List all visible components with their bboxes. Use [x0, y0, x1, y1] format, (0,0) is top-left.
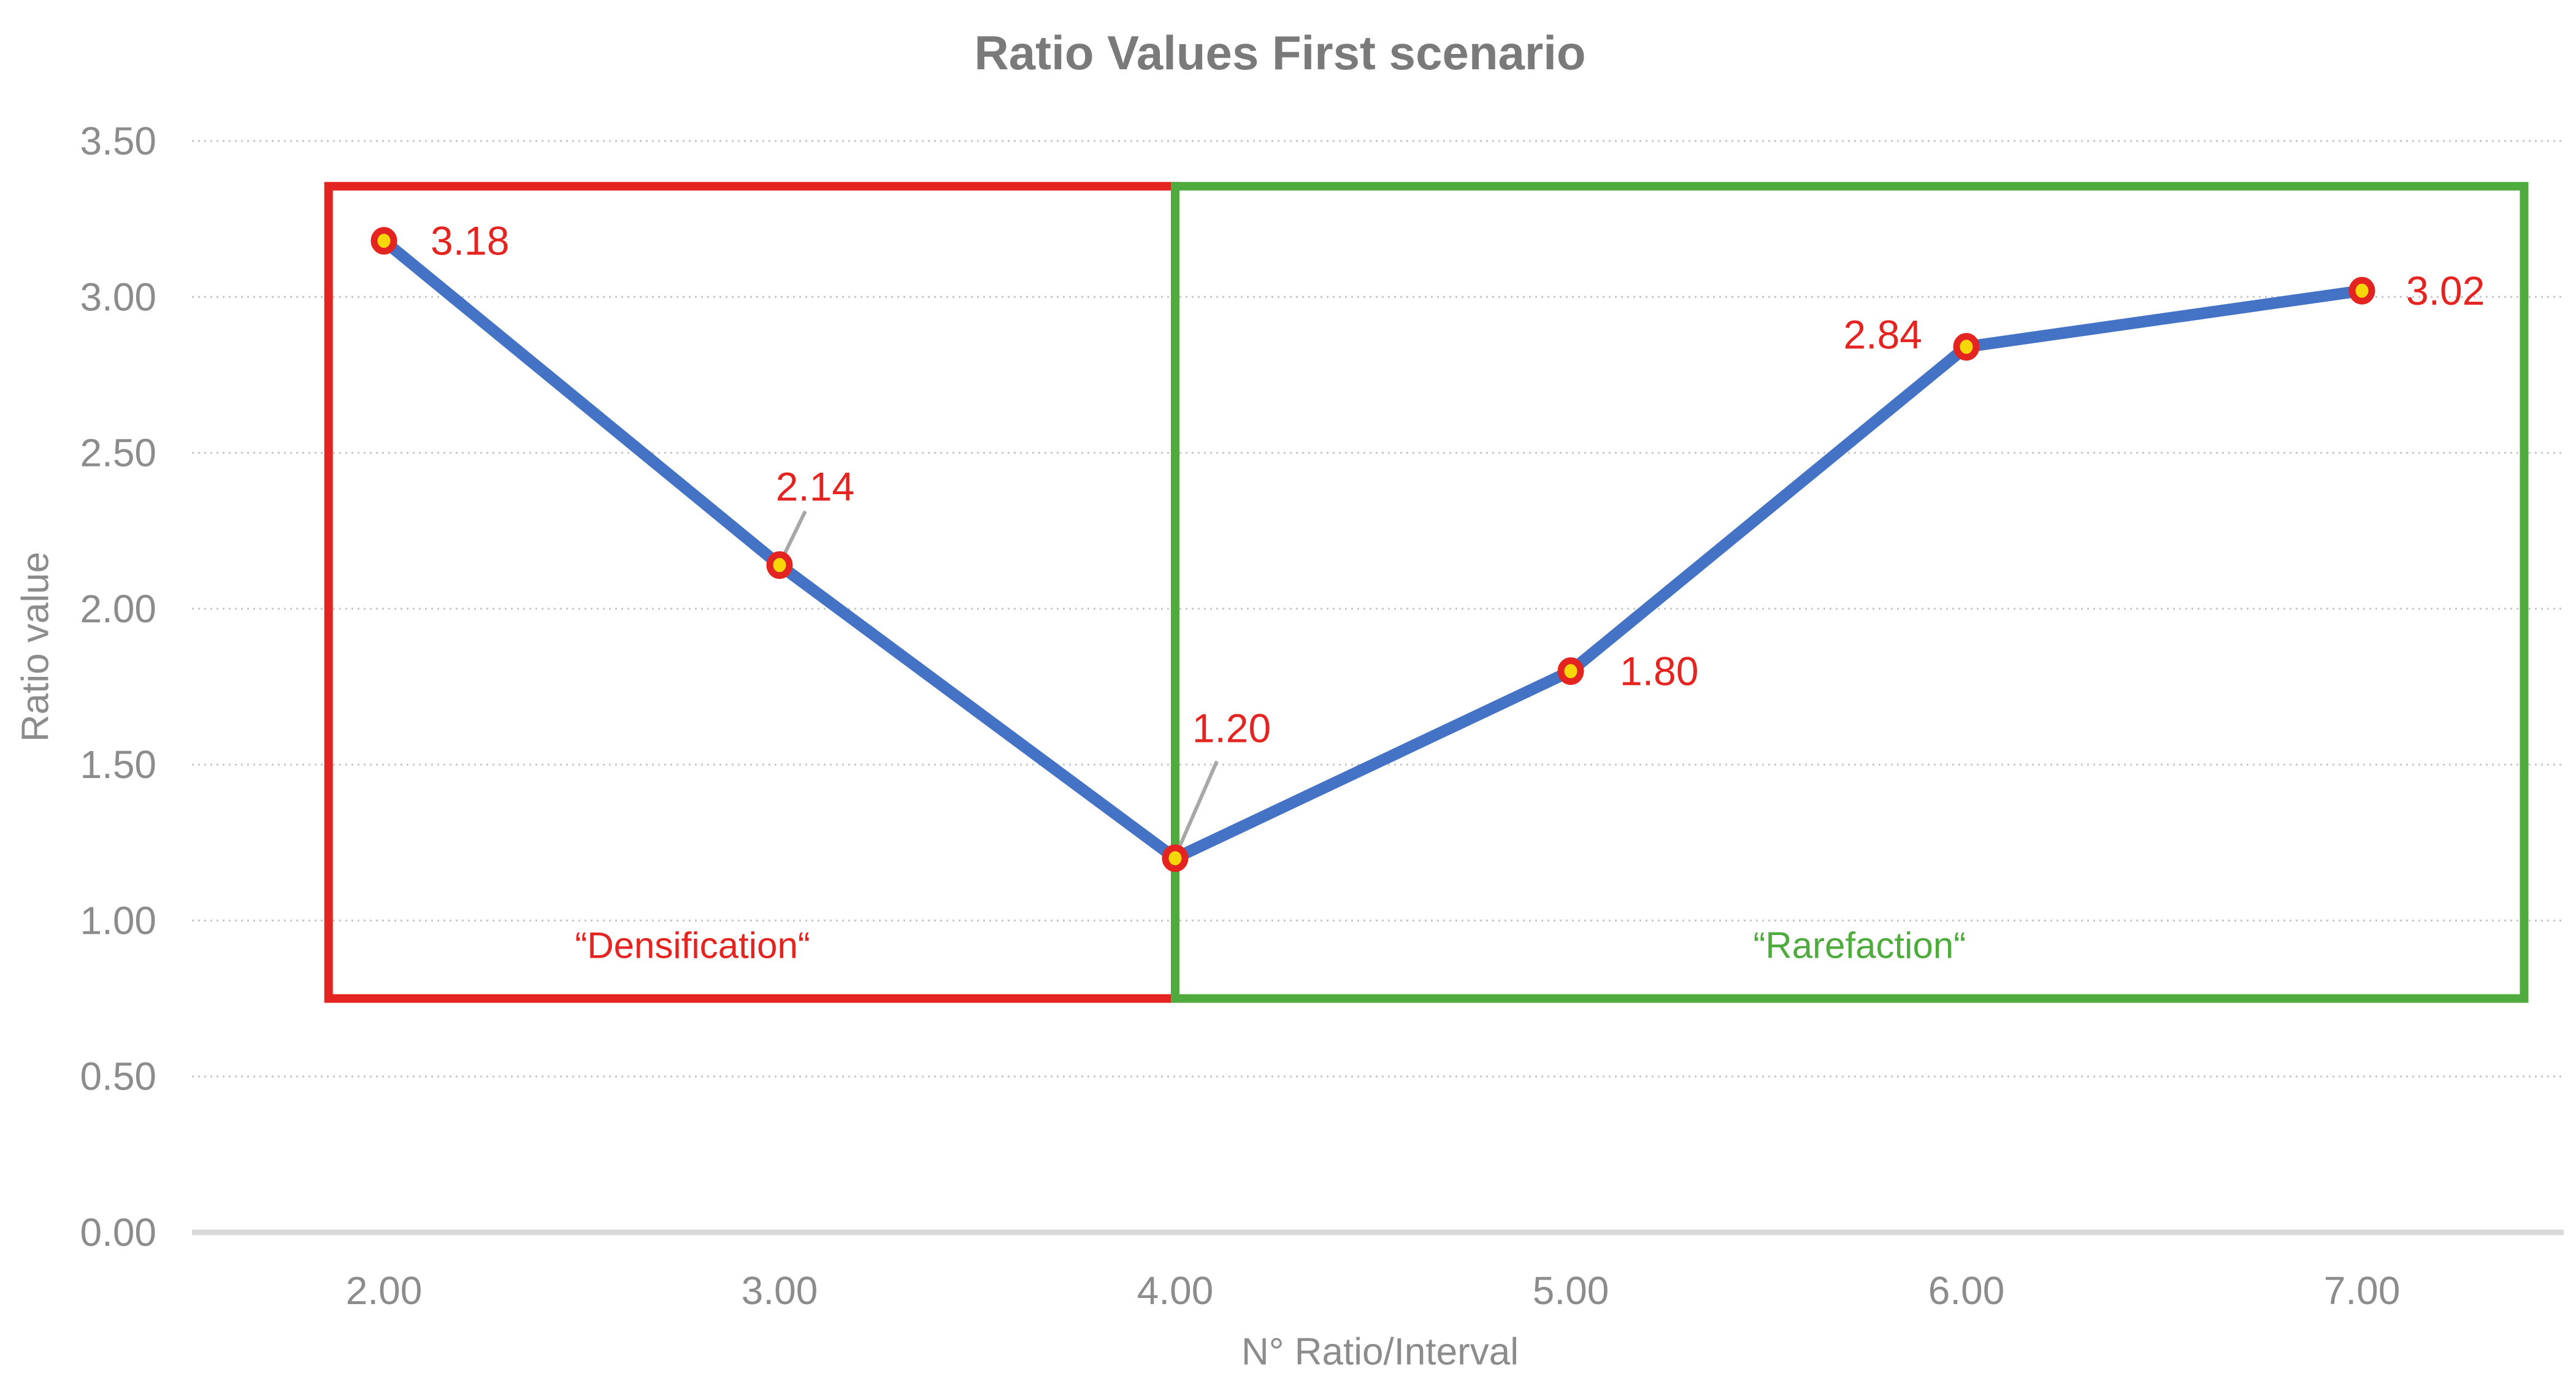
y-tick-label: 0.00 — [80, 1210, 156, 1254]
data-point-marker — [766, 551, 793, 579]
data-point-label: 2.84 — [1844, 312, 1922, 357]
data-point-marker — [1557, 657, 1584, 685]
data-point-label: 2.14 — [776, 464, 854, 509]
x-tick-label: 5.00 — [1533, 1269, 1609, 1313]
x-tick-label: 2.00 — [346, 1269, 423, 1313]
y-tick-label: 3.50 — [80, 119, 156, 163]
data-point-label: 1.20 — [1192, 706, 1271, 751]
x-tick-label: 4.00 — [1137, 1269, 1214, 1313]
data-point-marker — [1162, 844, 1189, 872]
data-point-label: 3.02 — [2406, 268, 2485, 313]
data-point-marker — [370, 227, 397, 255]
x-tick-label: 6.00 — [1928, 1269, 2005, 1313]
x-axis-title: N° Ratio/Interval — [1241, 1331, 1519, 1373]
data-point-marker — [2348, 277, 2375, 305]
y-tick-label: 3.00 — [80, 275, 156, 319]
y-tick-label: 2.00 — [80, 587, 156, 631]
region-label-densification: “Densification“ — [575, 925, 810, 966]
y-axis-title: Ratio value — [15, 552, 57, 742]
data-point-marker — [1953, 333, 1980, 361]
chart-title: Ratio Values First scenario — [974, 26, 1585, 80]
series-line — [378, 235, 2368, 864]
y-tick-label: 1.00 — [80, 898, 156, 942]
region-box-rarefaction — [1171, 181, 2529, 1003]
region-label-rarefaction: “Rarefaction“ — [1753, 925, 1966, 966]
x-tick-label: 7.00 — [2324, 1269, 2401, 1313]
y-tick-label: 1.50 — [80, 742, 156, 787]
x-tick-label: 3.00 — [742, 1269, 818, 1313]
data-point-label: 3.18 — [431, 218, 509, 264]
data-point-label: 1.80 — [1620, 649, 1698, 694]
y-tick-label: 2.50 — [80, 431, 156, 475]
y-tick-label: 0.50 — [80, 1055, 156, 1099]
leader-line — [1177, 760, 1219, 849]
leader-line — [783, 510, 807, 555]
region-box-densification — [324, 181, 1180, 1003]
